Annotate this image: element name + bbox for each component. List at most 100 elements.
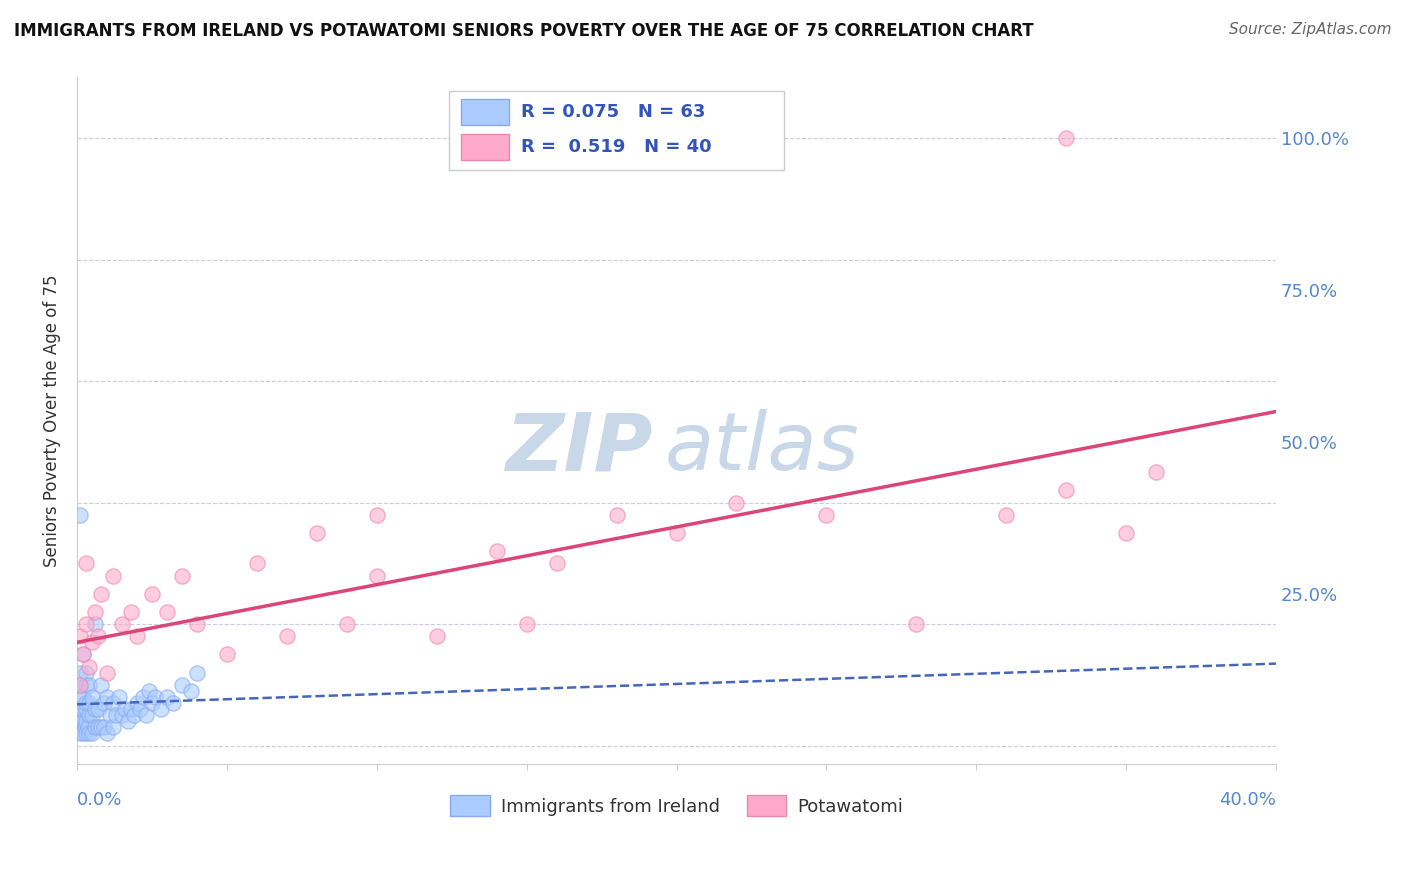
Point xyxy=(114,702,136,716)
Point xyxy=(77,708,100,723)
Point xyxy=(606,508,628,522)
Point xyxy=(366,508,388,522)
Point xyxy=(75,702,97,716)
Point xyxy=(69,678,91,692)
Point xyxy=(84,605,107,619)
Point xyxy=(138,684,160,698)
Point xyxy=(96,726,118,740)
Point xyxy=(72,702,94,716)
Point xyxy=(69,690,91,704)
Text: atlas: atlas xyxy=(665,409,859,487)
Point xyxy=(141,587,163,601)
Point xyxy=(141,696,163,710)
Point xyxy=(69,665,91,680)
Point xyxy=(122,708,145,723)
Point xyxy=(67,708,90,723)
Point xyxy=(87,720,110,734)
Point xyxy=(135,708,157,723)
FancyBboxPatch shape xyxy=(461,99,509,126)
FancyBboxPatch shape xyxy=(449,91,785,170)
Point xyxy=(72,726,94,740)
Text: R =  0.519   N = 40: R = 0.519 N = 40 xyxy=(520,137,711,156)
Y-axis label: Seniors Poverty Over the Age of 75: Seniors Poverty Over the Age of 75 xyxy=(44,275,60,567)
Point xyxy=(111,617,134,632)
Point xyxy=(75,714,97,729)
Point xyxy=(725,495,748,509)
Point xyxy=(150,702,173,716)
Point xyxy=(1144,465,1167,479)
Point xyxy=(366,568,388,582)
Point xyxy=(516,617,538,632)
Point xyxy=(108,690,131,704)
Point xyxy=(69,629,91,643)
Point xyxy=(72,714,94,729)
Point xyxy=(143,690,166,704)
Point xyxy=(80,690,103,704)
Point xyxy=(336,617,359,632)
Point xyxy=(111,708,134,723)
Point xyxy=(120,702,142,716)
Point xyxy=(105,708,128,723)
Point xyxy=(276,629,298,643)
Text: IMMIGRANTS FROM IRELAND VS POTAWATOMI SENIORS POVERTY OVER THE AGE OF 75 CORRELA: IMMIGRANTS FROM IRELAND VS POTAWATOMI SE… xyxy=(14,22,1033,40)
Point xyxy=(90,587,112,601)
Point xyxy=(93,696,115,710)
Point xyxy=(170,678,193,692)
Point xyxy=(170,568,193,582)
Point xyxy=(80,635,103,649)
Point xyxy=(72,648,94,662)
Point xyxy=(815,508,838,522)
Text: ZIP: ZIP xyxy=(505,409,652,487)
Point xyxy=(75,726,97,740)
Point xyxy=(76,720,98,734)
Point xyxy=(96,665,118,680)
Point xyxy=(75,617,97,632)
Point xyxy=(84,617,107,632)
Point xyxy=(77,678,100,692)
Point xyxy=(69,678,91,692)
Point xyxy=(77,696,100,710)
Point xyxy=(77,659,100,673)
Point xyxy=(665,526,688,541)
Point xyxy=(98,708,121,723)
Point xyxy=(90,678,112,692)
Point xyxy=(246,557,269,571)
Point xyxy=(186,665,208,680)
Point xyxy=(215,648,238,662)
Point xyxy=(84,702,107,716)
Text: 0.0%: 0.0% xyxy=(77,791,122,809)
Text: Source: ZipAtlas.com: Source: ZipAtlas.com xyxy=(1229,22,1392,37)
Point xyxy=(87,702,110,716)
Point xyxy=(129,702,152,716)
Point xyxy=(77,726,100,740)
Point xyxy=(75,696,97,710)
Point xyxy=(162,696,184,710)
Point xyxy=(87,629,110,643)
Point xyxy=(69,702,91,716)
Point xyxy=(101,696,124,710)
Point xyxy=(180,684,202,698)
Point xyxy=(101,720,124,734)
Point xyxy=(995,508,1018,522)
Point xyxy=(69,726,91,740)
Point xyxy=(80,708,103,723)
Point xyxy=(72,690,94,704)
Point xyxy=(546,557,568,571)
Point xyxy=(75,665,97,680)
Point xyxy=(75,557,97,571)
Point xyxy=(84,720,107,734)
Point xyxy=(305,526,328,541)
Point xyxy=(73,720,96,734)
Point xyxy=(125,629,148,643)
Legend: Immigrants from Ireland, Potawatomi: Immigrants from Ireland, Potawatomi xyxy=(443,789,910,823)
FancyBboxPatch shape xyxy=(461,134,509,160)
Point xyxy=(75,678,97,692)
Point xyxy=(186,617,208,632)
Point xyxy=(117,714,139,729)
Point xyxy=(120,605,142,619)
Point xyxy=(93,720,115,734)
Point xyxy=(69,714,91,729)
Point xyxy=(156,605,179,619)
Point xyxy=(132,690,155,704)
Text: 40.0%: 40.0% xyxy=(1219,791,1277,809)
